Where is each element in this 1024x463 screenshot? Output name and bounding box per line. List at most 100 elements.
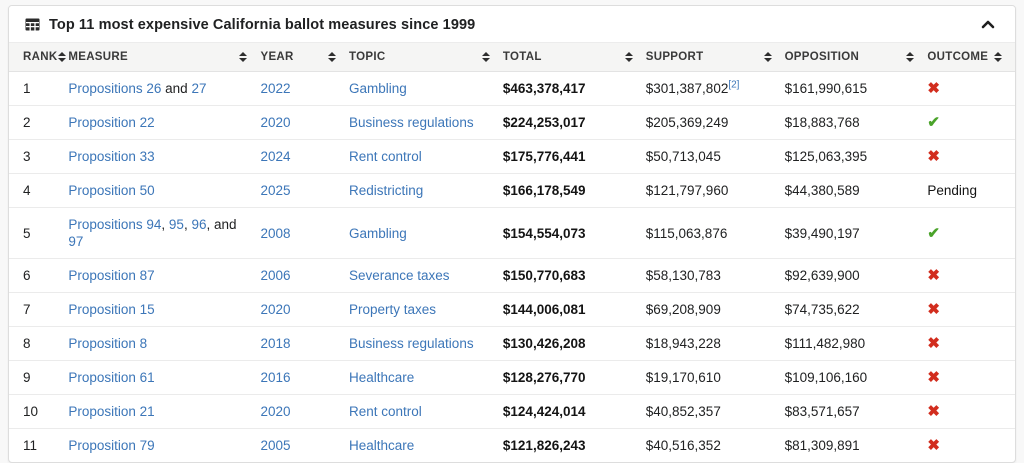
- year-cell: 2020: [260, 394, 349, 429]
- support-cell: $121,797,960: [645, 173, 785, 208]
- outcome-cell: ✖: [927, 360, 1015, 395]
- measure-link[interactable]: Propositions 26: [68, 81, 162, 96]
- sort-icon[interactable]: [763, 51, 773, 63]
- support-value: $58,130,783: [645, 268, 721, 283]
- total-cell: $154,554,073: [502, 207, 646, 259]
- topic-link[interactable]: Business regulations: [349, 336, 474, 351]
- measure-link[interactable]: Proposition 79: [68, 438, 155, 453]
- topic-cell: Property taxes: [349, 292, 503, 327]
- measure-cell: Proposition 8: [68, 326, 261, 361]
- measure-link[interactable]: Proposition 8: [68, 336, 148, 351]
- topic-link[interactable]: Rent control: [349, 149, 422, 164]
- measure-link[interactable]: Proposition 50: [68, 183, 155, 198]
- measure-link[interactable]: 27: [191, 81, 207, 96]
- measure-cell: Proposition 50: [68, 173, 261, 208]
- total-value: $130,426,208: [502, 336, 586, 351]
- opposition-cell: $161,990,615: [784, 71, 928, 106]
- rank-value: 6: [23, 268, 31, 283]
- sort-icon[interactable]: [993, 51, 1003, 63]
- total-cell: $166,178,549: [502, 173, 646, 208]
- topic-link[interactable]: Redistricting: [349, 183, 424, 198]
- column-header-outcome[interactable]: OUTCOME: [927, 42, 1015, 72]
- outcome-cell: ✖: [927, 139, 1015, 174]
- year-link[interactable]: 2020: [260, 302, 291, 317]
- topic-link[interactable]: Healthcare: [349, 438, 415, 453]
- measure-link[interactable]: 96: [191, 217, 207, 232]
- column-header-total[interactable]: TOTAL: [502, 42, 646, 72]
- measure-text: , and: [206, 217, 237, 232]
- topic-link[interactable]: Gambling: [349, 225, 407, 241]
- rank-cell: 1: [9, 71, 69, 106]
- total-cell: $121,826,243: [503, 429, 646, 463]
- measure-link[interactable]: Proposition 33: [68, 149, 155, 164]
- footnote-link[interactable]: [2]: [728, 79, 740, 91]
- year-link[interactable]: 2020: [260, 404, 291, 419]
- rank-value: 8: [23, 336, 31, 351]
- column-header-topic[interactable]: TOPIC: [349, 42, 503, 72]
- year-link[interactable]: 2022: [260, 81, 291, 96]
- total-cell: $130,426,208: [502, 326, 646, 361]
- measure-link[interactable]: Proposition 15: [68, 302, 155, 317]
- ballot-measures-table: RANK MEASURE YEAR TOPIC TOTAL SUPPORT OPPOSITI…: [9, 42, 1015, 462]
- outcome-cell: ✔: [927, 207, 1015, 259]
- sort-icon[interactable]: [481, 51, 491, 63]
- topic-link[interactable]: Property taxes: [349, 302, 437, 317]
- topic-cell: Rent control: [349, 394, 503, 429]
- measure-cell: Proposition 21: [68, 394, 261, 429]
- support-cell: $18,943,228: [645, 326, 785, 361]
- year-cell: 2022: [260, 71, 349, 106]
- sort-icon[interactable]: [624, 51, 634, 63]
- sort-icon[interactable]: [327, 51, 337, 63]
- sort-icon[interactable]: [238, 51, 248, 63]
- rank-cell: 11: [9, 429, 68, 463]
- sort-icon[interactable]: [57, 51, 67, 63]
- total-cell: $128,276,770: [502, 360, 646, 395]
- measure-link[interactable]: 97: [68, 234, 84, 249]
- measure-link[interactable]: Proposition 22: [68, 115, 155, 130]
- opposition-value: $18,883,768: [784, 115, 860, 130]
- ballot-measures-widget: Top 11 most expensive California ballot …: [8, 5, 1016, 463]
- opposition-value: $44,380,589: [784, 183, 860, 198]
- measure-link[interactable]: 95: [168, 217, 184, 232]
- topic-cell: Business regulations: [349, 105, 503, 140]
- year-link[interactable]: 2008: [260, 225, 291, 241]
- year-link[interactable]: 2006: [260, 268, 291, 283]
- support-cell: $58,130,783: [645, 258, 785, 293]
- year-link[interactable]: 2018: [260, 336, 291, 351]
- measure-cell: Proposition 87: [68, 258, 261, 293]
- outcome-cell: ✖: [927, 394, 1015, 429]
- fail-icon: ✖: [927, 80, 940, 97]
- measure-link[interactable]: Proposition 61: [68, 370, 155, 385]
- rank-value: 10: [23, 404, 39, 419]
- column-header-rank[interactable]: RANK: [9, 42, 69, 72]
- column-header-measure[interactable]: MEASURE: [68, 42, 261, 72]
- year-link[interactable]: 2024: [260, 149, 291, 164]
- support-cell: $40,516,352: [646, 429, 785, 463]
- topic-link[interactable]: Gambling: [349, 81, 407, 96]
- opposition-value: $81,309,891: [784, 438, 860, 453]
- support-cell: $301,387,802[2]: [645, 71, 785, 106]
- rank-value: 5: [23, 225, 31, 241]
- collapse-button[interactable]: [975, 16, 1001, 33]
- column-label-topic: TOPIC: [349, 51, 386, 63]
- measure-link[interactable]: Propositions 94: [68, 217, 162, 232]
- measure-cell: Proposition 33: [68, 139, 261, 174]
- column-header-support[interactable]: SUPPORT: [645, 42, 785, 72]
- topic-link[interactable]: Rent control: [349, 404, 422, 419]
- opposition-value: $111,482,980: [784, 336, 866, 351]
- column-header-opposition[interactable]: OPPOSITION: [784, 42, 928, 72]
- opposition-value: $92,639,900: [784, 268, 860, 283]
- column-header-year[interactable]: YEAR: [260, 42, 349, 72]
- sort-icon[interactable]: [905, 51, 915, 63]
- year-link[interactable]: 2005: [260, 438, 291, 453]
- topic-link[interactable]: Healthcare: [349, 370, 415, 385]
- measure-link[interactable]: Proposition 21: [68, 404, 155, 419]
- topic-link[interactable]: Severance taxes: [349, 268, 450, 283]
- year-link[interactable]: 2016: [260, 370, 291, 385]
- rank-value: 11: [23, 438, 38, 453]
- topic-link[interactable]: Business regulations: [349, 115, 474, 130]
- outcome-cell: ✔: [927, 105, 1015, 140]
- year-link[interactable]: 2020: [260, 115, 291, 130]
- measure-link[interactable]: Proposition 87: [68, 268, 155, 283]
- year-link[interactable]: 2025: [260, 183, 291, 198]
